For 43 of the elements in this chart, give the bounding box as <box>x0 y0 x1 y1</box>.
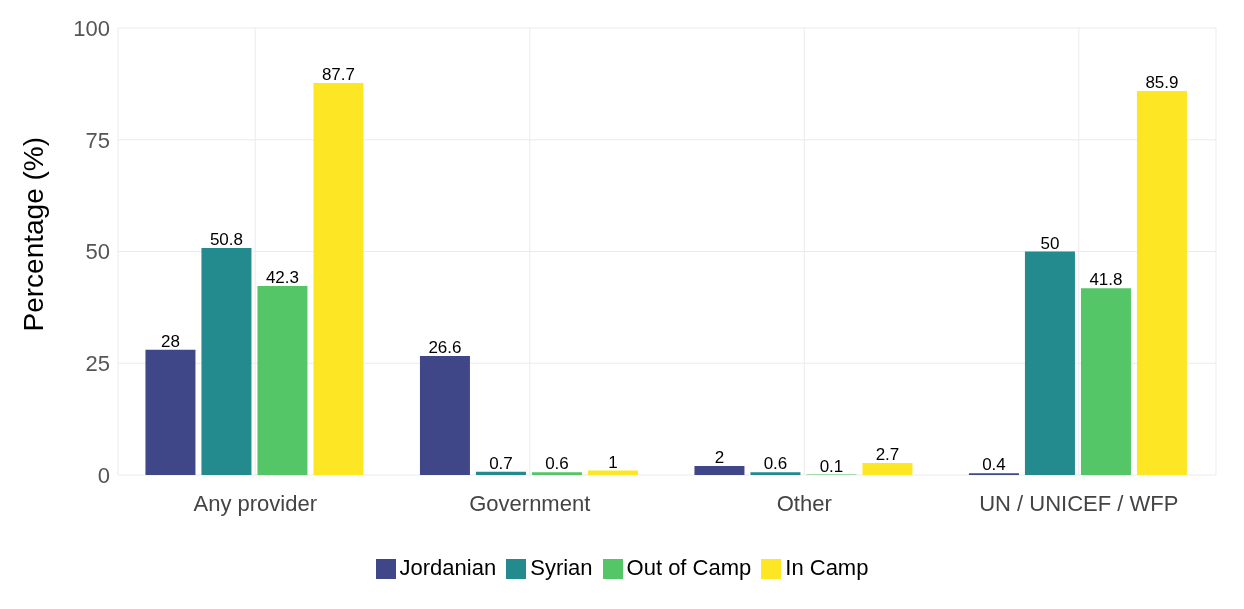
x-tick-label: Other <box>776 490 832 516</box>
y-tick-label: 75 <box>85 127 110 153</box>
data-label: 0.6 <box>545 454 569 474</box>
data-label: 1 <box>608 452 618 472</box>
bar <box>419 356 470 475</box>
legend-label: Syrian <box>530 555 593 580</box>
data-label: 2 <box>714 448 725 468</box>
bar <box>145 349 196 475</box>
data-label: 87.7 <box>321 64 355 84</box>
y-tick-label: 100 <box>73 15 110 41</box>
data-label: 28 <box>160 331 180 351</box>
bar <box>313 82 364 475</box>
legend-label: Out of Camp <box>626 555 752 580</box>
bar <box>201 247 252 475</box>
data-label: 0.4 <box>982 455 1006 475</box>
y-axis-title: Percentage (%) <box>17 136 49 332</box>
y-tick-label: 0 <box>97 462 110 488</box>
data-label: 50.8 <box>209 229 243 249</box>
data-label: 42.3 <box>265 267 299 287</box>
bar <box>531 472 582 475</box>
legend-label: Jordanian <box>399 555 497 580</box>
x-tick-label: Any provider <box>193 490 318 516</box>
bar <box>1024 251 1075 475</box>
x-tick-label: Government <box>469 490 591 516</box>
data-label: 2.7 <box>875 444 900 464</box>
x-tick-label: UN / UNICEF / WFP <box>979 490 1179 516</box>
bar <box>694 466 745 475</box>
data-label: 50 <box>1040 233 1060 253</box>
data-label: 0.6 <box>763 454 788 474</box>
data-label: 0.7 <box>489 453 513 473</box>
y-tick-label: 50 <box>85 239 110 265</box>
data-label: 0.1 <box>819 456 844 476</box>
data-label: 26.6 <box>428 338 462 358</box>
bar <box>1080 288 1131 475</box>
bar <box>257 285 308 475</box>
bar <box>1136 91 1187 475</box>
bar <box>475 471 526 475</box>
data-label: 85.9 <box>1145 73 1179 93</box>
y-tick-label: 25 <box>85 351 110 377</box>
data-label: 41.8 <box>1089 270 1123 290</box>
bar <box>750 472 801 475</box>
bar <box>862 462 913 475</box>
legend-label: In Camp <box>785 555 869 580</box>
